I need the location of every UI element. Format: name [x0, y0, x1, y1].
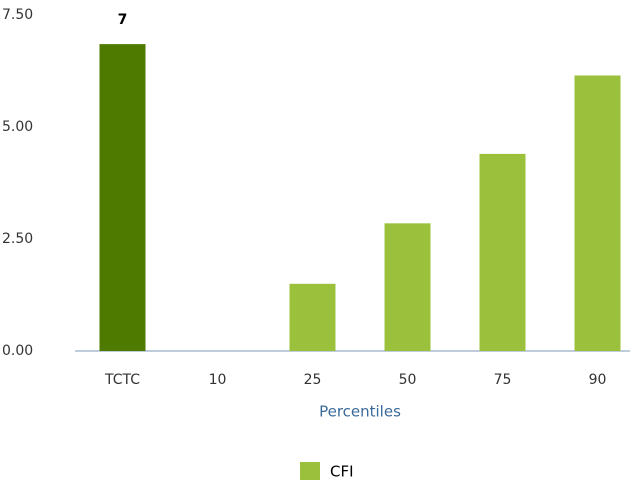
- y-tick-label: 0.00: [2, 343, 33, 359]
- x-tick-label: 90: [589, 372, 607, 388]
- bar: [479, 153, 526, 351]
- x-axis-label: Percentiles: [319, 403, 401, 421]
- x-tick-label: 10: [209, 372, 227, 388]
- x-tick-label: TCTC: [104, 372, 140, 388]
- data-label: 7: [118, 12, 128, 28]
- bar: [289, 283, 336, 351]
- x-tick-label: 50: [399, 372, 417, 388]
- x-tick-label: 75: [494, 372, 512, 388]
- legend-label: CFI: [330, 463, 354, 481]
- bar: [384, 223, 431, 351]
- legend-swatch: [300, 462, 320, 480]
- bar: [574, 75, 621, 351]
- y-tick-label: 5.00: [2, 119, 33, 135]
- x-tick-label: 25: [304, 372, 322, 388]
- bar: [99, 44, 146, 352]
- y-tick-label: 2.50: [2, 231, 33, 247]
- y-tick-label: 7.50: [2, 7, 33, 23]
